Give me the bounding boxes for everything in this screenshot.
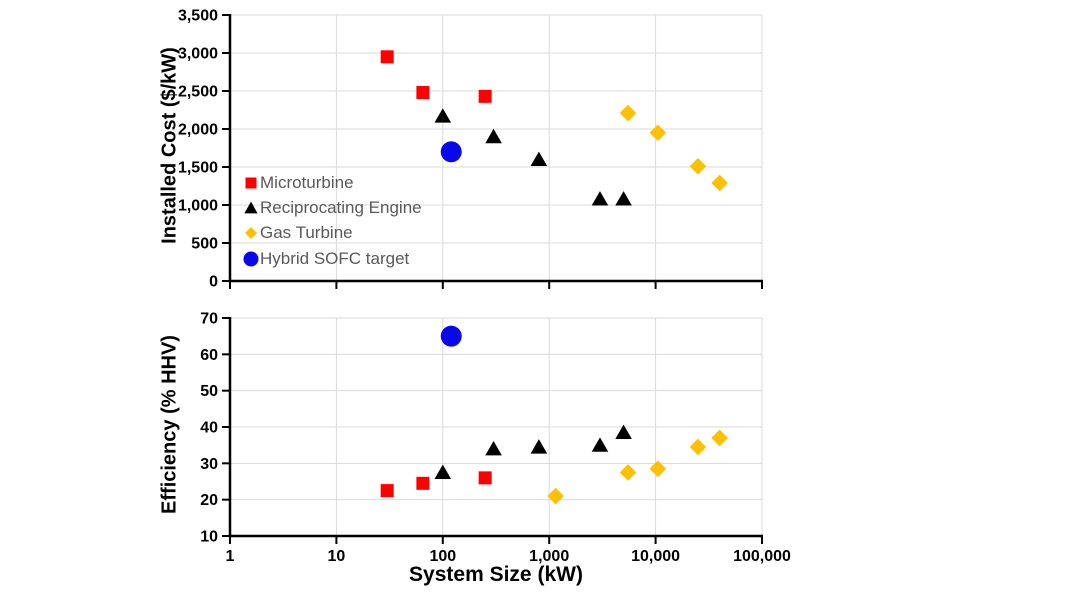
- chart-installed-cost-kw: 0 500 1,000 1,500 2,000 2,500 3,000 3,500: [178, 7, 763, 290]
- data-point-gas-turbine: [547, 487, 564, 505]
- y-tick-label: 2,500: [178, 83, 218, 100]
- square-glyph: [245, 177, 257, 189]
- data-point-reciprocating-engine: [591, 191, 609, 206]
- data-point-gas-turbine: [711, 429, 728, 447]
- y-tick-label: 10: [200, 528, 218, 545]
- x-tick-label: 10: [328, 548, 346, 565]
- triangle-glyph: [244, 201, 258, 214]
- x-tick-label: 100: [429, 548, 456, 565]
- data-point-reciprocating-engine: [591, 437, 609, 452]
- data-point-hybrid-sofc-target: [440, 141, 462, 163]
- legend-label: Reciprocating Engine: [260, 198, 422, 218]
- data-point-gas-turbine: [689, 438, 707, 456]
- series-microturbine: [380, 50, 492, 103]
- x-tick-label: 10,000: [631, 548, 680, 565]
- x-tick-label: 100,000: [733, 548, 791, 565]
- bottom-y-axis-title: Efficiency (% HHV): [158, 335, 181, 514]
- data-point-gas-turbine: [619, 104, 637, 122]
- y-tick-label: 20: [200, 492, 218, 509]
- data-point-reciprocating-engine: [485, 128, 502, 144]
- diamond-shape: [245, 227, 257, 240]
- chart-efficiency-hhv: 10 20 30 40 50 60 70 1 10 100 1,000 10,000 100,000: [200, 310, 791, 565]
- y-tick-label: 2,000: [178, 121, 218, 138]
- data-point-gas-turbine: [649, 124, 667, 142]
- data-point-reciprocating-engine: [434, 108, 452, 123]
- y-tick-label: 30: [200, 456, 218, 473]
- y-tick-label: 60: [200, 347, 218, 364]
- series-reciprocating-engine: [434, 424, 632, 480]
- data-point-reciprocating-engine: [530, 439, 548, 454]
- data-point-gas-turbine: [711, 174, 728, 192]
- square-marker-icon: [241, 173, 260, 193]
- y-tick-label: 500: [191, 235, 218, 252]
- diamond-marker-icon: [241, 223, 260, 243]
- x-axis-title: System Size (kW): [409, 563, 583, 586]
- legend-item-reciprocating-engine: Reciprocating Engine: [241, 195, 422, 220]
- data-point-gas-turbine: [649, 460, 667, 478]
- y-tick-label: 50: [200, 383, 218, 400]
- series-gas-turbine: [547, 429, 728, 505]
- circle-marker-icon: [241, 249, 260, 269]
- diamond-glyph: [245, 227, 257, 240]
- square-shape: [245, 177, 257, 189]
- data-point-reciprocating-engine: [615, 424, 632, 440]
- legend-item-microturbine: Microturbine: [241, 170, 422, 195]
- legend-label: Gas Turbine: [260, 223, 353, 243]
- x-tick-label: 1: [226, 548, 235, 565]
- data-point-gas-turbine: [689, 157, 707, 175]
- triangle-marker-icon: [241, 198, 260, 218]
- data-point-microturbine: [416, 86, 430, 100]
- legend-label: Microturbine: [260, 172, 354, 192]
- y-tick-label: 70: [200, 310, 218, 327]
- data-point-hybrid-sofc-target: [440, 325, 462, 347]
- legend: Microturbine Reciprocating Engine Gas Tu…: [241, 170, 422, 272]
- data-point-microturbine: [478, 471, 492, 485]
- triangle-shape: [244, 201, 258, 214]
- y-tick-label: 40: [200, 419, 218, 436]
- series-reciprocating-engine: [434, 108, 632, 206]
- series-gas-turbine: [619, 104, 728, 192]
- data-point-reciprocating-engine: [615, 191, 632, 206]
- top-y-axis-title: Installed Cost ($/kW): [158, 47, 181, 244]
- data-point-microturbine: [416, 476, 430, 490]
- y-tick-label: 1,000: [178, 197, 218, 214]
- series-hybrid-sofc-target: [440, 325, 462, 347]
- data-point-microturbine: [478, 89, 492, 103]
- legend-item-gas-turbine: Gas Turbine: [241, 221, 422, 246]
- data-point-reciprocating-engine: [485, 441, 502, 456]
- circle-shape: [243, 251, 259, 267]
- y-tick-label: 3,500: [178, 7, 218, 24]
- y-tick-label: 3,000: [178, 45, 218, 62]
- legend-item-hybrid-sofc-target: Hybrid SOFC target: [241, 246, 422, 271]
- y-tick-label: 1,500: [178, 159, 218, 176]
- data-point-reciprocating-engine: [530, 151, 548, 166]
- series-microturbine: [380, 471, 492, 498]
- data-point-microturbine: [380, 484, 394, 498]
- series-hybrid-sofc-target: [440, 141, 462, 163]
- data-point-gas-turbine: [619, 464, 637, 481]
- circle-glyph: [243, 251, 259, 267]
- legend-label: Hybrid SOFC target: [260, 248, 410, 268]
- data-point-reciprocating-engine: [434, 464, 452, 480]
- y-tick-label: 0: [209, 273, 218, 290]
- data-point-microturbine: [380, 50, 394, 64]
- x-tick-label: 1,000: [529, 548, 569, 565]
